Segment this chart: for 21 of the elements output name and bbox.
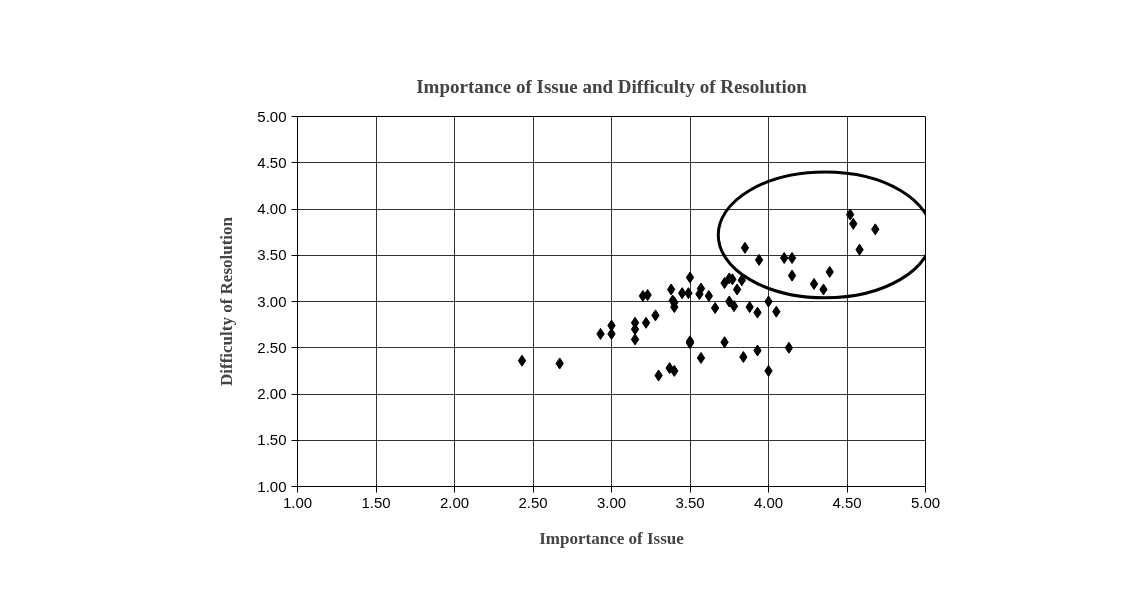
y-tick-label: 3.50 <box>257 246 287 264</box>
x-tick-label: 4.50 <box>832 493 862 511</box>
y-tick-label: 2.50 <box>257 338 287 356</box>
y-tick-label: 1.50 <box>257 431 287 449</box>
x-tick-label: 2.00 <box>439 493 470 511</box>
x-tick-label: 4.00 <box>753 493 784 511</box>
y-tick-label: 1.00 <box>257 477 287 495</box>
x-tick-label: 5.00 <box>910 493 941 511</box>
y-tick-label: 4.50 <box>257 153 287 171</box>
chart-title: Importance of Issue and Difficulty of Resolution <box>416 75 808 97</box>
y-tick-label: 5.00 <box>257 107 287 125</box>
x-axis-title: Importance of Issue <box>539 528 685 548</box>
y-tick-label: 3.00 <box>257 292 287 310</box>
x-tick-label: 1.00 <box>282 493 313 511</box>
x-tick-label: 3.00 <box>596 493 627 511</box>
y-tick-label: 2.00 <box>257 385 287 402</box>
x-tick-label: 1.50 <box>361 493 391 511</box>
y-axis-title: Difficulty of Resolution <box>217 216 237 387</box>
x-tick-label: 2.50 <box>518 493 548 511</box>
y-tick-label: 4.00 <box>257 200 287 217</box>
x-tick-label: 3.50 <box>675 493 705 511</box>
